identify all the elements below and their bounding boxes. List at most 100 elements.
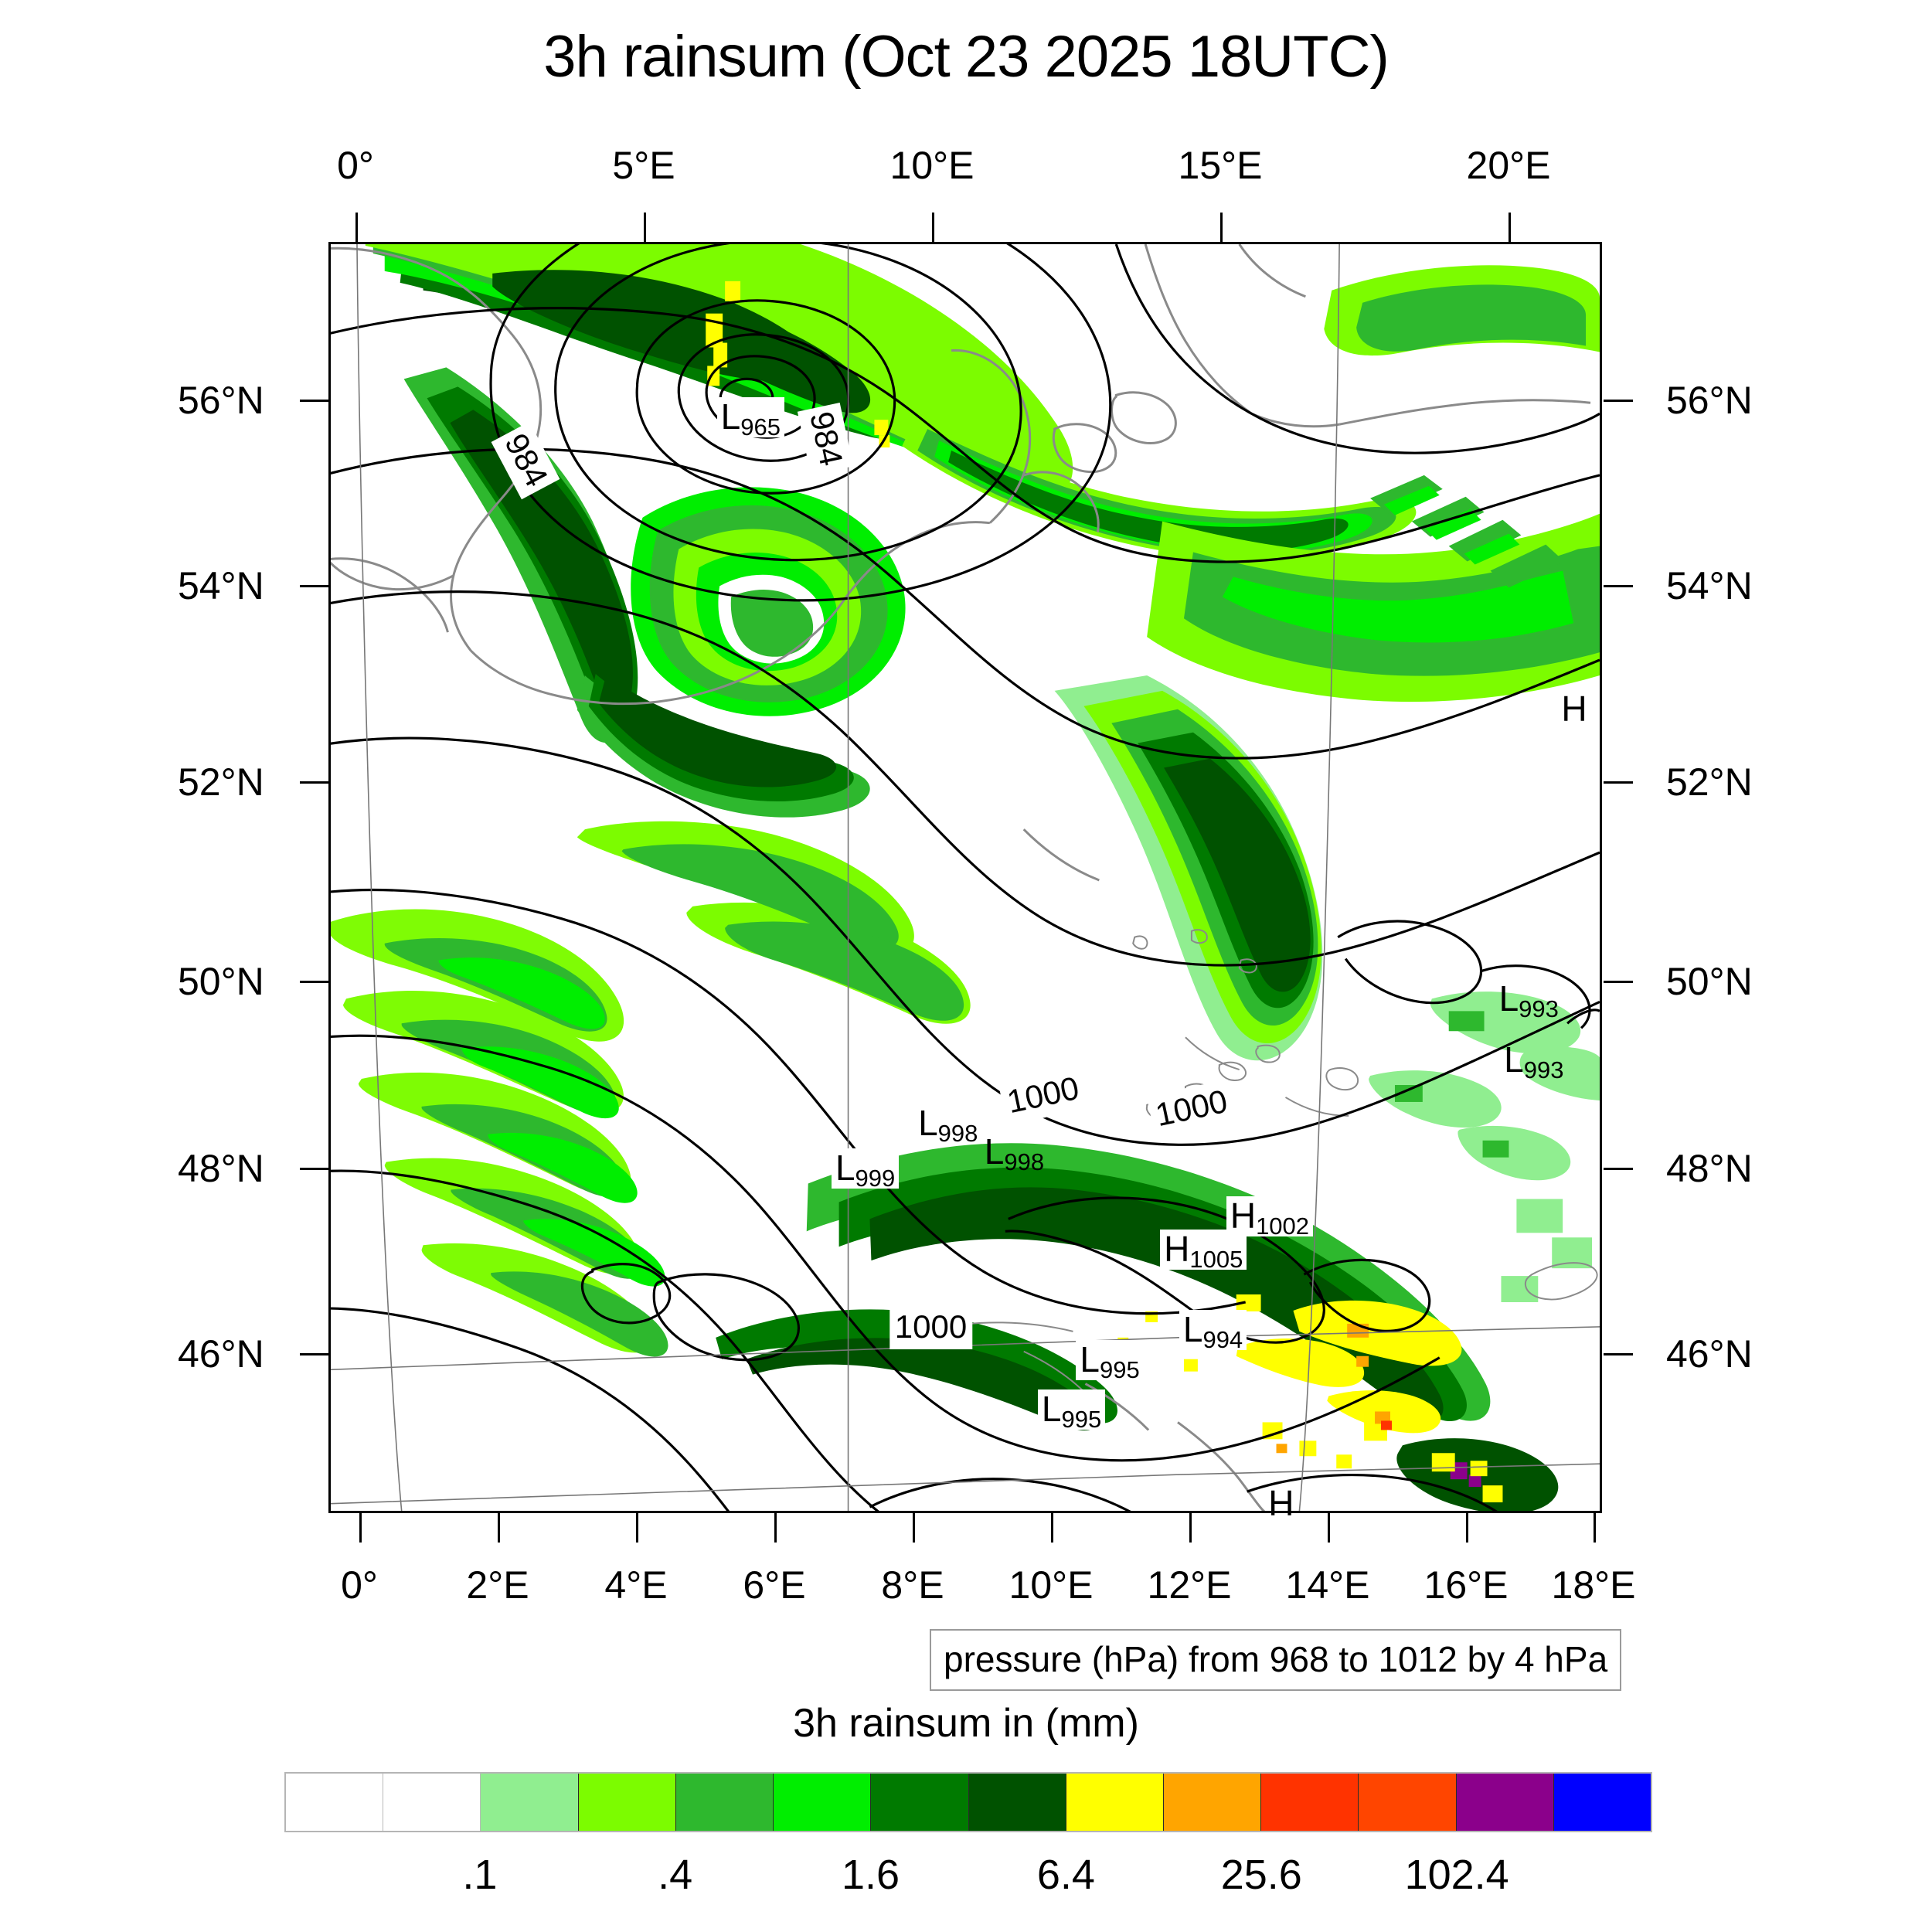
top-tick-mark — [355, 213, 358, 242]
colorbar[interactable] — [284, 1772, 1652, 1832]
pressure-marker-value: 998 — [937, 1120, 978, 1148]
map-plot-area[interactable] — [328, 242, 1602, 1513]
pressure-center-marker: L999 — [831, 1147, 900, 1192]
bottom-tick-label: 16°E — [1423, 1563, 1509, 1607]
bottom-tick-mark — [359, 1513, 362, 1543]
bottom-tick-label: 6°E — [743, 1563, 806, 1607]
pressure-marker-type: L — [720, 396, 741, 437]
top-tick-mark — [932, 213, 934, 242]
pressure-marker-value: 993 — [1523, 1056, 1564, 1084]
right-tick-mark — [1604, 981, 1633, 983]
left-tick-mark — [300, 585, 329, 587]
pressure-center-marker: L994 — [1179, 1308, 1247, 1352]
right-tick-label: 52°N — [1666, 760, 1753, 804]
pressure-marker-type: L — [1182, 1308, 1203, 1349]
right-tick-label: 56°N — [1666, 379, 1753, 422]
pressure-marker-value: 999 — [855, 1164, 896, 1192]
pressure-center-marker: L965 — [716, 396, 784, 440]
pressure-legend-note: pressure (hPa) from 968 to 1012 by 4 hPa — [930, 1629, 1622, 1691]
bottom-tick-label: 10°E — [1009, 1563, 1094, 1607]
colorbar-tick-label: 6.4 — [1036, 1852, 1095, 1898]
colorbar-segment-6[interactable] — [871, 1774, 969, 1831]
colorbar-segment-1[interactable] — [383, 1774, 481, 1831]
bottom-tick-label: 18°E — [1551, 1563, 1636, 1607]
right-tick-mark — [1604, 1353, 1633, 1355]
pressure-center-marker: H1005 — [1160, 1229, 1247, 1274]
right-tick-mark — [1604, 400, 1633, 402]
isobar-value-label: 1000 — [889, 1305, 973, 1349]
pressure-marker-value: 998 — [1004, 1148, 1045, 1175]
colorbar-segment-13[interactable] — [1553, 1774, 1651, 1831]
pressure-marker-type: L — [1041, 1389, 1062, 1430]
pressure-center-marker: L993 — [1495, 978, 1563, 1023]
right-tick-mark — [1604, 781, 1633, 784]
bottom-tick-mark — [636, 1513, 638, 1543]
pressure-marker-type: H — [1268, 1483, 1294, 1524]
left-tick-label: 48°N — [178, 1147, 264, 1190]
bottom-tick-mark — [1466, 1513, 1468, 1543]
isobar-layer — [331, 244, 1600, 1511]
right-tick-label: 48°N — [1666, 1147, 1753, 1190]
colorbar-segment-10[interactable] — [1261, 1774, 1359, 1831]
bottom-tick-label: 14°E — [1285, 1563, 1370, 1607]
top-tick-mark — [1220, 213, 1223, 242]
colorbar-segment-0[interactable] — [286, 1774, 384, 1831]
precipitation-shading — [331, 244, 1600, 1511]
colorbar-segment-5[interactable] — [774, 1774, 872, 1831]
colorbar-title: 3h rainsum in (mm) — [793, 1701, 1139, 1746]
left-tick-mark — [300, 981, 329, 983]
pressure-marker-type: L — [1498, 978, 1519, 1019]
bottom-tick-mark — [1051, 1513, 1053, 1543]
left-tick-mark — [300, 781, 329, 784]
pressure-marker-value: 993 — [1519, 995, 1559, 1023]
right-tick-label: 54°N — [1666, 564, 1753, 607]
colorbar-tick-label: .1 — [462, 1852, 498, 1898]
pressure-marker-value: 995 — [1061, 1406, 1102, 1434]
top-tick-label: 5°E — [612, 144, 675, 187]
top-tick-mark — [644, 213, 646, 242]
pressure-marker-type: H — [1230, 1196, 1257, 1236]
right-tick-mark — [1604, 1168, 1633, 1170]
right-tick-mark — [1604, 585, 1633, 587]
left-tick-mark — [300, 1353, 329, 1355]
top-tick-label: 10°E — [889, 144, 975, 187]
pressure-marker-type: L — [984, 1131, 1005, 1172]
colorbar-segment-11[interactable] — [1359, 1774, 1457, 1831]
left-tick-label: 54°N — [178, 564, 264, 607]
colorbar-segment-2[interactable] — [481, 1774, 579, 1831]
pressure-center-marker: L998 — [914, 1103, 981, 1148]
colorbar-segment-8[interactable] — [1066, 1774, 1164, 1831]
pressure-marker-type: H — [1561, 689, 1587, 730]
right-tick-label: 46°N — [1666, 1332, 1753, 1376]
bottom-tick-label: 4°E — [604, 1563, 668, 1607]
colorbar-tick-label: 25.6 — [1220, 1852, 1302, 1898]
colorbar-segment-12[interactable] — [1456, 1774, 1554, 1831]
pressure-center-marker: L995 — [1037, 1389, 1106, 1434]
page-title: 3h rainsum (Oct 23 2025 18UTC) — [543, 24, 1389, 90]
bottom-tick-mark — [774, 1513, 777, 1543]
left-tick-mark — [300, 400, 329, 402]
pressure-center-marker: H — [1557, 689, 1590, 730]
pressure-marker-type: L — [1080, 1339, 1100, 1380]
top-tick-label: 0° — [337, 144, 374, 187]
pressure-marker-type: L — [1504, 1039, 1524, 1080]
pressure-marker-type: L — [835, 1147, 855, 1188]
pressure-marker-value: 965 — [740, 413, 781, 440]
pressure-center-marker: H — [1264, 1484, 1298, 1524]
colorbar-segment-7[interactable] — [968, 1774, 1066, 1831]
left-tick-label: 52°N — [178, 760, 264, 804]
pressure-marker-type: H — [1164, 1229, 1190, 1270]
right-tick-label: 50°N — [1666, 960, 1753, 1003]
pressure-marker-type: L — [918, 1103, 938, 1144]
left-tick-label: 50°N — [178, 960, 264, 1003]
colorbar-segment-3[interactable] — [578, 1774, 676, 1831]
bottom-tick-label: 12°E — [1147, 1563, 1232, 1607]
pressure-marker-value: 1005 — [1189, 1246, 1243, 1274]
colorbar-tick-label: 102.4 — [1404, 1852, 1509, 1898]
top-tick-label: 20°E — [1466, 144, 1551, 187]
colorbar-segment-9[interactable] — [1163, 1774, 1262, 1831]
left-tick-label: 46°N — [178, 1332, 264, 1376]
bottom-tick-mark — [913, 1513, 915, 1543]
colorbar-segment-4[interactable] — [675, 1774, 774, 1831]
